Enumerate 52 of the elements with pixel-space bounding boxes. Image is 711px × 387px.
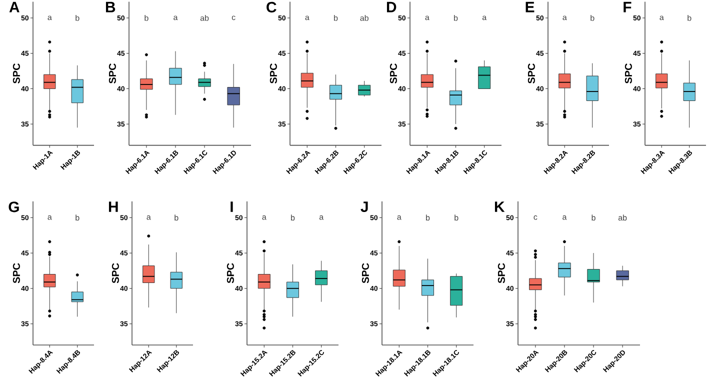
annotation: b xyxy=(592,214,596,221)
annotation: ab xyxy=(618,214,627,221)
annotation: c xyxy=(534,215,538,220)
y-axis-title: SPC xyxy=(528,63,535,84)
y-axis-title: SPC xyxy=(624,63,632,84)
annotation: ab xyxy=(200,14,209,21)
annotation: b xyxy=(76,14,80,21)
chart-title: F xyxy=(624,2,632,12)
annotation: b xyxy=(291,214,295,221)
chart-title: K xyxy=(494,202,505,212)
annotation: c xyxy=(232,16,236,20)
chart-title: I xyxy=(230,202,233,212)
y-axis-title: SPC xyxy=(498,263,505,284)
chart-title: J xyxy=(360,202,368,212)
y-axis-title: SPC xyxy=(390,63,397,84)
annotation: a xyxy=(174,16,178,20)
annotation: b xyxy=(174,214,178,221)
y-axis-title: SPC xyxy=(270,63,277,84)
chart-title: E xyxy=(526,2,534,12)
annotation: b xyxy=(454,14,458,21)
annotation: b xyxy=(76,214,80,221)
annotation: b xyxy=(334,14,338,21)
annotation: a xyxy=(146,215,151,220)
chart-title: C xyxy=(266,2,276,13)
y-axis-title: SPC xyxy=(108,63,116,84)
annotation: a xyxy=(562,16,567,20)
y-axis-title: SPC xyxy=(12,263,20,284)
annotation: a xyxy=(319,215,324,220)
y-axis-title: SPC xyxy=(112,263,119,284)
y-axis-title: SPC xyxy=(12,63,20,84)
chart-title: G xyxy=(8,202,19,212)
annotation: b xyxy=(590,14,594,21)
annotation: a xyxy=(305,16,310,20)
annotation: a xyxy=(397,215,402,220)
y-axis-title: SPC xyxy=(362,263,369,284)
annotation: b xyxy=(688,14,692,21)
annotation: b xyxy=(454,214,458,221)
annotation: b xyxy=(426,214,430,221)
annotation: a xyxy=(660,16,664,20)
chart-title: B xyxy=(106,2,116,12)
annotation: ab xyxy=(360,14,368,21)
annotation: a xyxy=(262,215,266,220)
annotation: a xyxy=(562,215,567,220)
annotation: a xyxy=(48,16,52,20)
chart-title: D xyxy=(386,2,396,12)
annotation: a xyxy=(48,215,52,220)
annotation: b xyxy=(144,14,148,21)
y-axis-title: SPC xyxy=(226,263,234,284)
annotation: a xyxy=(425,16,430,20)
annotation: a xyxy=(482,16,487,20)
chart-title: H xyxy=(108,202,118,212)
chart-title: A xyxy=(9,2,20,12)
